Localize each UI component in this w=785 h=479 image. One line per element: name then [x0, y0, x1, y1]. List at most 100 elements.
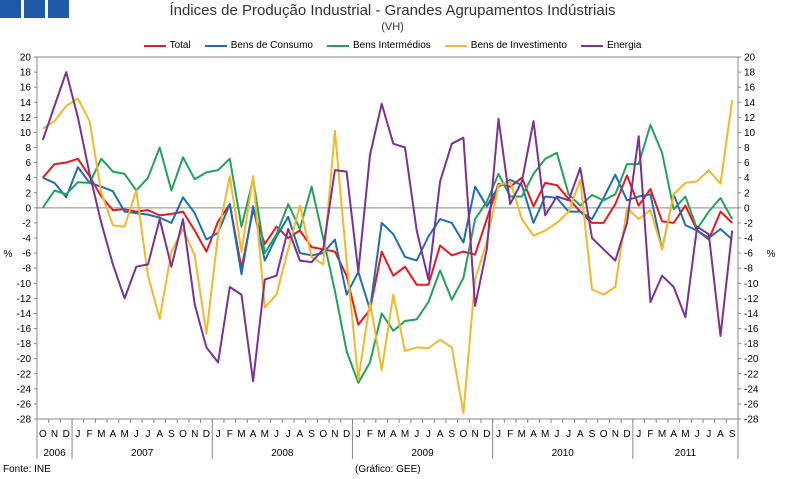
y-tick-label-left: 14	[20, 98, 32, 109]
logo-square	[24, 0, 45, 18]
x-tick-label: J	[636, 429, 641, 440]
y-tick-label-left: -8	[22, 264, 31, 275]
y-tick-label-left: 0	[25, 203, 31, 214]
y-tick-label-left: -10	[17, 279, 32, 290]
x-tick-label: N	[51, 429, 58, 440]
x-tick-label: J	[286, 429, 291, 440]
x-tick-label: M	[518, 429, 526, 440]
y-tick-label-left: 4	[25, 173, 31, 184]
x-tick-label: J	[356, 429, 361, 440]
series-line-bens-de-consumo	[42, 166, 733, 311]
y-tick-label-right: 2	[744, 188, 750, 199]
y-tick-label-left: -26	[17, 399, 32, 410]
x-tick-label: F	[87, 429, 93, 440]
y-tick-label-right: 14	[744, 98, 756, 109]
x-tick-label: F	[367, 429, 373, 440]
x-tick-label: M	[120, 429, 128, 440]
x-tick-label: A	[437, 429, 444, 440]
x-tick-label: S	[589, 429, 596, 440]
y-tick-label-left: -22	[17, 369, 32, 380]
x-tick-label: F	[227, 429, 233, 440]
y-tick-label-right: -26	[744, 399, 759, 410]
year-label: 2009	[411, 448, 434, 459]
legend-item-energia: Energia	[580, 40, 642, 51]
series-line-bens-de-investimento	[42, 97, 734, 414]
y-tick-label-left: -6	[22, 249, 31, 260]
x-tick-label: M	[377, 429, 385, 440]
x-tick-label: N	[191, 429, 198, 440]
y-tick-label-right: -28	[744, 415, 759, 426]
logo	[0, 0, 69, 18]
series-line-bens-intermedios	[41, 123, 734, 384]
x-tick-label: A	[110, 429, 117, 440]
chart-title: Índices de Produção Industrial - Grandes…	[169, 2, 616, 19]
y-tick-label-right: -18	[744, 339, 759, 350]
x-tick-label: J	[414, 429, 419, 440]
x-tick-label: S	[308, 429, 315, 440]
y-tick-label-right: -2	[744, 218, 753, 229]
year-label: 2007	[131, 448, 154, 459]
legend-swatch-bens-de-investimento	[444, 44, 467, 47]
x-tick-label: A	[250, 429, 257, 440]
x-tick-label: J	[695, 429, 700, 440]
source-note: Fonte: INE	[3, 464, 51, 475]
y-tick-label-left: -2	[22, 218, 31, 229]
x-tick-label: A	[530, 429, 537, 440]
y-tick-label-right: -12	[744, 294, 759, 305]
x-tick-label: A	[390, 429, 397, 440]
x-tick-label: A	[670, 429, 677, 440]
y-tick-label-right: 8	[744, 143, 750, 154]
x-tick-label: M	[658, 429, 666, 440]
x-tick-label: D	[63, 429, 70, 440]
y-tick-label-left: 8	[25, 143, 31, 154]
y-tick-label-left: -12	[17, 294, 32, 305]
x-tick-label: F	[507, 429, 513, 440]
y-tick-label-right: -22	[744, 369, 759, 380]
y-tick-label-left: -18	[17, 339, 32, 350]
x-tick-label: S	[448, 429, 455, 440]
legend-label-bens-de-consumo: Bens de Consumo	[230, 40, 313, 51]
y-tick-label-left: 16	[20, 83, 32, 94]
x-tick-label: J	[75, 429, 80, 440]
x-tick-label: F	[647, 429, 653, 440]
y-tick-label-right: -4	[744, 234, 753, 245]
y-tick-label-left: 12	[20, 113, 32, 124]
x-tick-label: O	[319, 429, 327, 440]
y-axis-unit-right: %	[767, 249, 776, 260]
legend-swatch-bens-intermedios	[326, 44, 349, 47]
y-tick-label-left: 10	[20, 128, 32, 139]
x-tick-label: S	[729, 429, 736, 440]
legend-label-energia: Energia	[606, 40, 642, 51]
logo-square	[0, 0, 21, 18]
legend-item-total: Total	[143, 40, 191, 51]
y-tick-label-left: -16	[17, 324, 32, 335]
chart-subtitle: (VH)	[381, 21, 404, 33]
x-tick-label: M	[237, 429, 245, 440]
year-label: 2006	[43, 448, 66, 459]
legend-item-bens-de-investimento: Bens de Investimento	[444, 40, 567, 51]
x-tick-label: O	[179, 429, 187, 440]
y-tick-label-right: 10	[744, 128, 756, 139]
x-tick-label: D	[343, 429, 350, 440]
y-tick-label-right: 6	[744, 158, 750, 169]
x-tick-label: J	[274, 429, 279, 440]
y-tick-label-right: -16	[744, 324, 759, 335]
x-tick-label: M	[401, 429, 409, 440]
y-tick-label-right: 12	[744, 113, 756, 124]
y-tick-label-right: 0	[744, 203, 750, 214]
x-tick-label: M	[97, 429, 105, 440]
x-tick-label: N	[612, 429, 619, 440]
x-tick-label: A	[717, 429, 724, 440]
y-tick-label-left: -20	[17, 354, 32, 365]
y-tick-label-left: 6	[25, 158, 31, 169]
legend-label-total: Total	[169, 40, 191, 51]
y-tick-label-right: -8	[744, 264, 753, 275]
y-tick-label-left: 2	[25, 188, 31, 199]
x-tick-label: D	[623, 429, 630, 440]
y-tick-label-right: -20	[744, 354, 759, 365]
y-tick-label-right: 20	[744, 53, 756, 64]
legend-label-bens-intermedios: Bens Intermédios	[352, 40, 431, 51]
x-tick-label: J	[145, 429, 150, 440]
credit-note: (Gráfico: GEE)	[355, 464, 421, 475]
